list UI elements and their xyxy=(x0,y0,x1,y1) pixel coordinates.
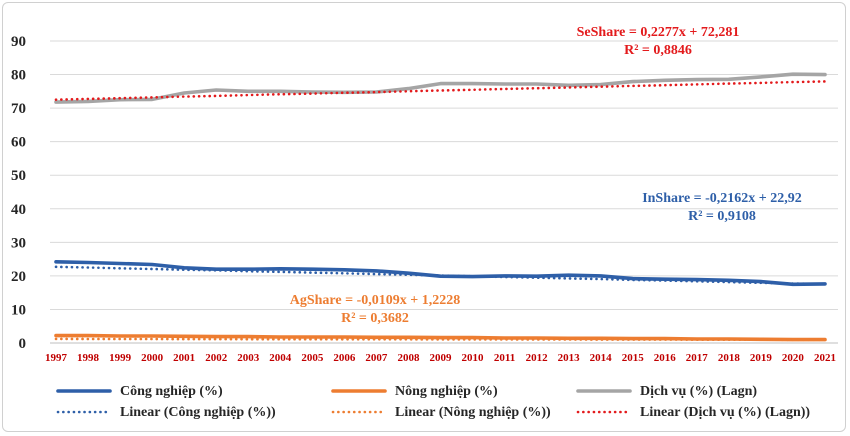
x-tick-label-2018: 2018 xyxy=(718,352,741,364)
x-tick-label-1999: 1999 xyxy=(109,352,132,364)
legend-label-cong-nghiep: Công nghiệp (%) xyxy=(120,384,223,399)
y-tick-label-50: 50 xyxy=(11,168,26,184)
chart-frame xyxy=(2,2,846,432)
legend: Công nghiệp (%) Nông nghiệp (%) Dịch vụ (%… xyxy=(56,384,810,420)
y-tick-label-80: 80 xyxy=(11,68,26,84)
x-axis: 1997 1998 1999 2000 2001 2002 2003 2004 2005 2006… xyxy=(45,352,836,364)
x-tick-label-2001: 2001 xyxy=(173,352,195,364)
x-tick-label-2013: 2013 xyxy=(558,352,581,364)
x-tick-label-2017: 2017 xyxy=(686,352,709,364)
legend-label-linear-dich-vu-lagn: Linear (Dịch vụ (%) (Lagn)) xyxy=(640,405,810,420)
series-line-linear-dich-vu-lagn xyxy=(54,80,827,101)
x-tick-label-2019: 2019 xyxy=(750,352,773,364)
y-tick-label-60: 60 xyxy=(11,135,26,151)
equation-se: SeShare = 0,2277x + 72,281 xyxy=(577,25,740,40)
trend-equations: SeShare = 0,2277x + 72,281 R² = 0,8846 InS… xyxy=(290,25,802,326)
y-tick-label-0: 0 xyxy=(19,336,27,352)
r-squared-se: R² = 0,8846 xyxy=(624,43,692,58)
r-squared-in: R² = 0,9108 xyxy=(688,209,756,224)
y-tick-label-90: 90 xyxy=(11,34,26,50)
equation-in: InShare = -0,2162x + 22,92 xyxy=(642,191,802,206)
y-axis: 0 10 20 30 40 50 60 70 80 90 xyxy=(11,34,26,352)
y-tick-label-70: 70 xyxy=(11,101,26,117)
x-tick-label-2002: 2002 xyxy=(205,352,228,364)
x-tick-label-2014: 2014 xyxy=(590,352,613,364)
x-tick-label-2006: 2006 xyxy=(333,352,356,364)
y-tick-label-40: 40 xyxy=(11,202,26,218)
x-tick-label-2007: 2007 xyxy=(365,352,388,364)
legend-label-dich-vu-lagn: Dịch vụ (%) (Lagn) xyxy=(640,384,757,399)
series-line-linear-nong-nghiep xyxy=(54,337,827,342)
x-tick-label-1998: 1998 xyxy=(77,352,100,364)
y-tick-label-20: 20 xyxy=(11,269,26,285)
x-tick-label-2011: 2011 xyxy=(494,352,515,364)
y-tick-label-30: 30 xyxy=(11,235,26,251)
x-tick-label-2021: 2021 xyxy=(814,352,836,364)
x-tick-label-2008: 2008 xyxy=(397,352,420,364)
gridlines xyxy=(50,40,838,344)
series-line-linear-cong-nghiep xyxy=(54,265,827,286)
legend-label-linear-cong-nghiep: Linear (Công nghiệp (%)) xyxy=(120,405,276,420)
plot-area xyxy=(54,72,827,342)
x-tick-label-2005: 2005 xyxy=(301,352,324,364)
x-tick-label-2012: 2012 xyxy=(526,352,549,364)
y-tick-label-10: 10 xyxy=(11,302,26,318)
x-tick-label-1997: 1997 xyxy=(45,352,68,364)
equation-ag: AgShare = -0,0109x + 1,2228 xyxy=(290,293,460,308)
x-tick-label-2004: 2004 xyxy=(269,352,292,364)
x-tick-label-2000: 2000 xyxy=(141,352,164,364)
x-tick-label-2010: 2010 xyxy=(462,352,485,364)
x-tick-label-2015: 2015 xyxy=(622,352,645,364)
x-tick-label-2020: 2020 xyxy=(782,352,805,364)
r-squared-ag: R² = 0,3682 xyxy=(341,311,409,326)
legend-label-nong-nghiep: Nông nghiệp (%) xyxy=(395,384,498,399)
x-tick-label-2003: 2003 xyxy=(237,352,260,364)
series-line-cong-nghiep xyxy=(54,260,827,287)
x-tick-label-2009: 2009 xyxy=(429,352,452,364)
series-line-dich-vu-lagn xyxy=(54,72,827,104)
legend-label-linear-nong-nghiep: Linear (Nông nghiệp (%)) xyxy=(395,405,551,420)
x-tick-label-2016: 2016 xyxy=(654,352,677,364)
